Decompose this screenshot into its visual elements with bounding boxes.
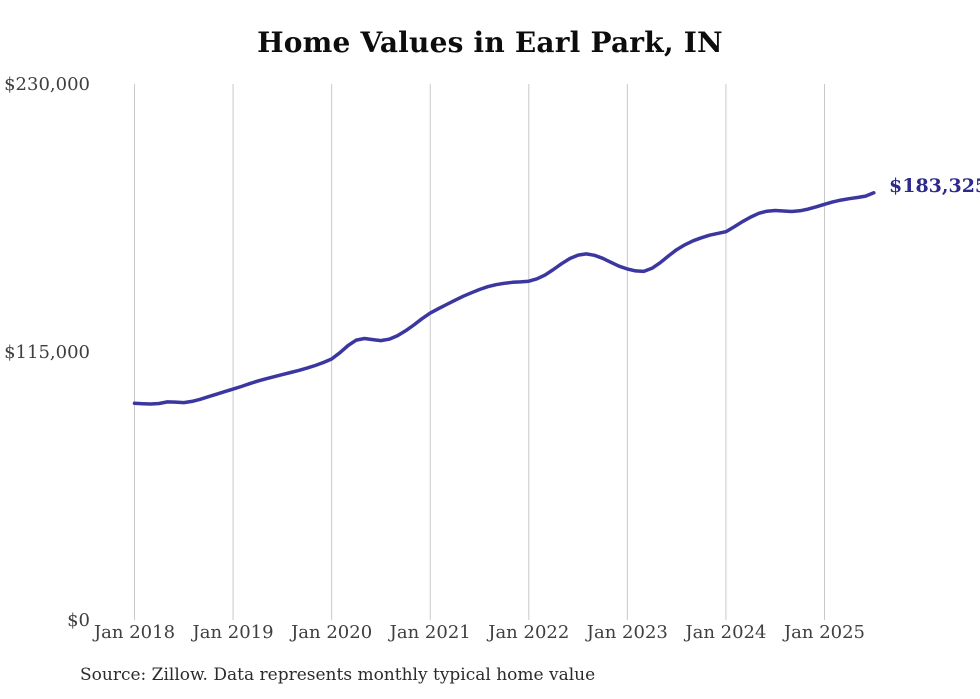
x-axis-tick-jan-2025: Jan 2025 bbox=[783, 622, 866, 643]
home-value-line-series bbox=[132, 191, 876, 406]
y-axis-tick-230000: $230,000 bbox=[4, 74, 90, 95]
x-axis-tick-jan-2021: Jan 2021 bbox=[389, 622, 471, 643]
x-axis-tick-jan-2023: Jan 2023 bbox=[586, 622, 668, 643]
x-axis-tick-jan-2018: Jan 2018 bbox=[93, 622, 176, 643]
y-axis-tick-115000: $115,000 bbox=[4, 342, 90, 363]
x-axis-tick-jan-2022: Jan 2022 bbox=[488, 622, 570, 643]
y-axis-tick-0: $0 bbox=[67, 610, 90, 631]
source-attribution: Source: Zillow. Data represents monthly … bbox=[80, 665, 596, 685]
latest-value-label: $183,325 bbox=[889, 175, 980, 197]
chart-title: Home Values in Earl Park, IN bbox=[257, 26, 723, 59]
x-axis-tick-jan-2024: Jan 2024 bbox=[685, 622, 767, 643]
x-axis-tick-jan-2020: Jan 2020 bbox=[291, 622, 373, 643]
x-axis-tick-jan-2019: Jan 2019 bbox=[192, 622, 274, 643]
